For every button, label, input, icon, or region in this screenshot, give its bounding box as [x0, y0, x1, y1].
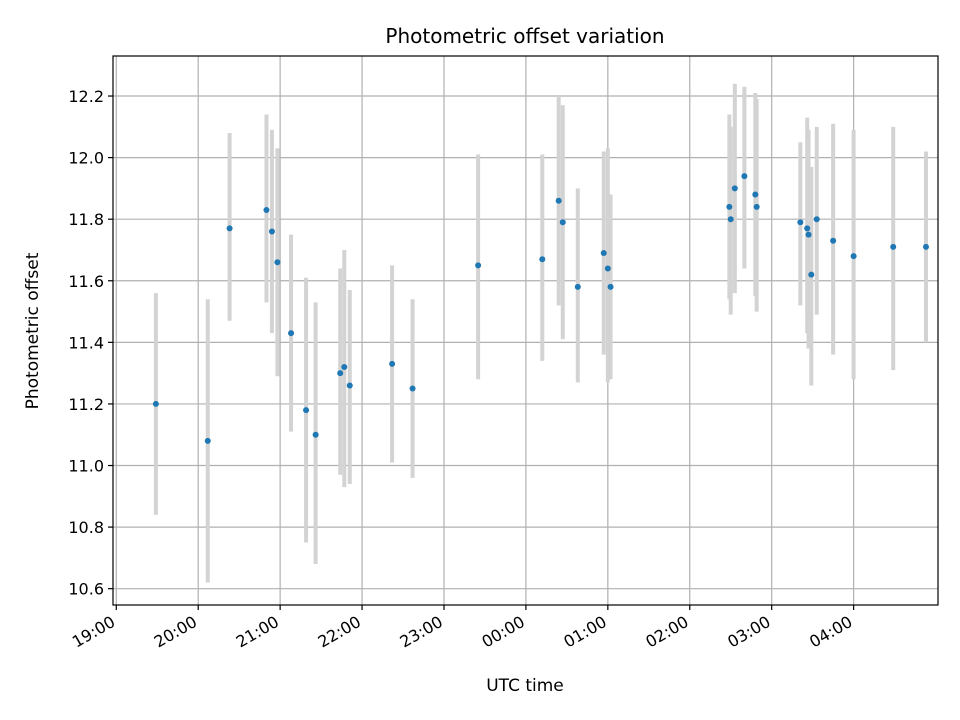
y-tick-label: 11.8	[68, 210, 104, 229]
data-point	[346, 382, 353, 389]
y-tick-label: 10.8	[68, 518, 104, 537]
data-point	[409, 385, 416, 392]
y-tick-label: 12.2	[68, 87, 104, 106]
data-point	[312, 431, 319, 438]
data-point	[808, 271, 815, 278]
data-point	[805, 231, 812, 238]
data-point	[389, 360, 396, 367]
y-tick-label: 11.6	[68, 272, 104, 291]
y-tick-label: 11.4	[68, 333, 104, 352]
data-point	[922, 243, 929, 250]
data-point	[741, 173, 748, 180]
data-point	[830, 237, 837, 244]
data-point	[890, 243, 897, 250]
data-point	[555, 197, 562, 204]
data-point	[604, 265, 611, 272]
data-point	[753, 203, 760, 210]
data-point	[727, 216, 734, 223]
data-point	[813, 216, 820, 223]
data-point	[850, 253, 857, 260]
data-point	[726, 203, 733, 210]
chart-title: Photometric offset variation	[385, 24, 664, 48]
data-point	[268, 228, 275, 235]
data-point	[303, 407, 310, 414]
data-point	[475, 262, 482, 269]
x-axis-label: UTC time	[486, 676, 564, 696]
y-axis-ticks: 10.6 10.8 11.0 11.2 11.4 11.6 11.8 12.0 12.2	[68, 87, 113, 599]
data-point	[341, 363, 348, 370]
data-point	[804, 225, 811, 232]
data-point	[731, 185, 738, 192]
data-point	[797, 219, 804, 226]
data-point	[752, 191, 759, 198]
data-point	[226, 225, 233, 232]
data-point	[574, 283, 581, 290]
data-point	[204, 437, 211, 444]
data-point	[263, 206, 270, 213]
y-tick-label: 11.0	[68, 457, 104, 476]
data-point	[607, 283, 614, 290]
data-points	[152, 173, 929, 444]
y-tick-label: 10.6	[68, 580, 104, 599]
data-point	[600, 250, 607, 257]
y-tick-label: 12.0	[68, 149, 104, 168]
data-point	[539, 256, 546, 263]
data-point	[559, 219, 566, 226]
data-point	[288, 330, 295, 337]
data-point	[274, 259, 281, 266]
y-tick-label: 11.2	[68, 395, 104, 414]
data-point	[337, 370, 344, 377]
data-point	[152, 400, 159, 407]
y-axis-label: Photometric offset	[23, 252, 43, 409]
